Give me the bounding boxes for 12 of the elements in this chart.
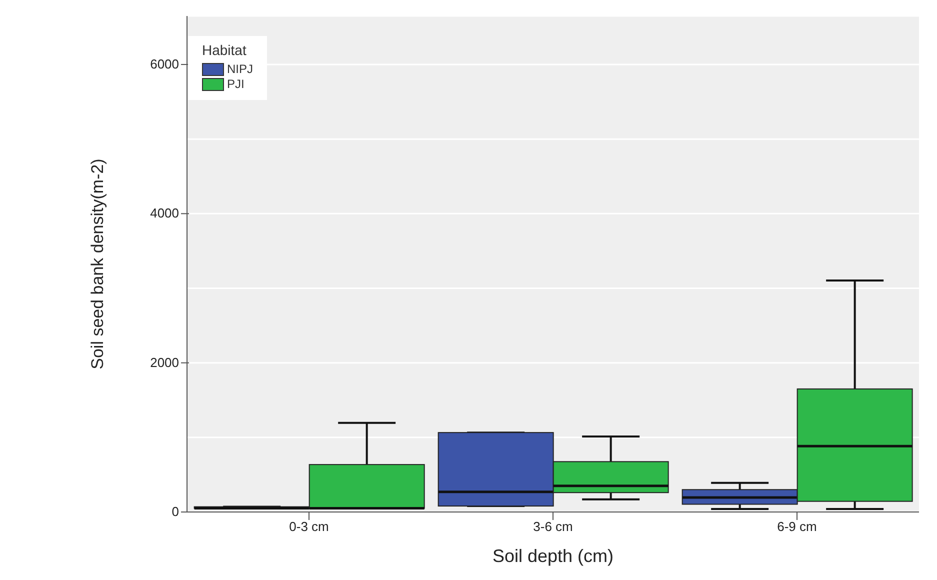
y-tick-label: 6000 <box>150 56 180 72</box>
legend-label: NIPJ <box>226 62 254 77</box>
legend-label: PJI <box>226 77 246 92</box>
y-tick-label: 2000 <box>150 354 180 370</box>
x-axis-title: Soil depth (cm) <box>492 546 614 566</box>
y-axis-title: Soil seed bank density(m-2) <box>88 158 108 370</box>
x-tick-label: 6-9 cm <box>777 519 817 534</box>
y-tick-label: 4000 <box>150 206 180 221</box>
y-tick-label: 0 <box>172 504 180 519</box>
legend-title: Habitat <box>202 42 248 58</box>
x-tick-label: 3-6 cm <box>533 519 573 534</box>
x-tick-label: 0-3 cm <box>289 519 329 534</box>
